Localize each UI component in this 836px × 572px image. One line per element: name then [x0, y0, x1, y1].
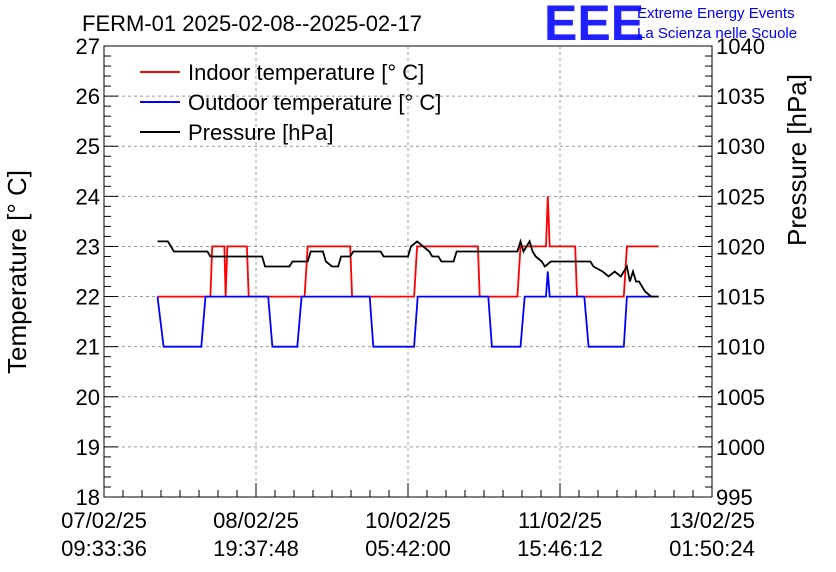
series-line-outdoor [156, 271, 659, 348]
x-tick-time: 09:33:36 [61, 536, 147, 561]
y-left-tick-label: 18 [76, 485, 100, 510]
eee-logo-mark: EEE [544, 0, 644, 51]
plot-frame [103, 45, 713, 498]
y-right-tick-label: 1015 [716, 285, 765, 310]
legend-label-pressure: Pressure [hPa] [188, 120, 334, 145]
y-right-tick-label: 1040 [716, 34, 765, 59]
series-line-pressure [157, 238, 659, 298]
y-right-tick-label: 1005 [716, 385, 765, 410]
y-left-tick-label: 20 [76, 385, 100, 410]
x-tick-date: 07/02/25 [61, 508, 147, 533]
eee-logo-line1: Extreme Energy Events [637, 5, 795, 22]
eee-logo: EEE Extreme Energy Events La Scienza nel… [544, 0, 797, 51]
chart-title: FERM-01 2025-02-08--2025-02-17 [82, 11, 422, 36]
x-tick-time: 01:50:24 [669, 536, 755, 561]
y-right-tick-label: 1030 [716, 134, 765, 159]
y-right-tick-label: 1035 [716, 84, 765, 109]
legend-label-outdoor: Outdoor temperature [° C] [188, 90, 441, 115]
y-left-tick-label: 24 [76, 184, 100, 209]
y-left-tick-label: 21 [76, 335, 100, 360]
y-left-tick-label: 26 [76, 84, 100, 109]
y-axis-right-title: Pressure [hPa] [782, 74, 812, 246]
y-right-tick-label: 995 [716, 485, 753, 510]
y-left-tick-label: 27 [76, 34, 100, 59]
x-tick-time: 19:37:48 [213, 536, 299, 561]
y-left-tick-label: 19 [76, 435, 100, 460]
x-tick-date: 13/02/25 [669, 508, 755, 533]
x-tick-date: 10/02/25 [365, 508, 451, 533]
y-left-tick-label: 25 [76, 134, 100, 159]
y-right-tick-label: 1025 [716, 184, 765, 209]
x-tick-time: 15:46:12 [517, 536, 603, 561]
y-left-tick-label: 22 [76, 285, 100, 310]
y-axis-left-title: Temperature [° C] [2, 170, 32, 374]
y-right-tick-label: 1000 [716, 435, 765, 460]
x-tick-date: 11/02/25 [518, 508, 602, 533]
eee-logo-line2: La Scienza nelle Scuole [637, 25, 797, 42]
x-tick-date: 08/02/25 [213, 508, 299, 533]
y-left-tick-label: 23 [76, 234, 100, 259]
y-right-tick-label: 1010 [716, 335, 765, 360]
series-line-indoor [157, 196, 659, 298]
legend: Indoor temperature [° C] Outdoor tempera… [140, 60, 441, 145]
legend-label-indoor: Indoor temperature [° C] [188, 60, 424, 85]
x-tick-time: 05:42:00 [365, 536, 451, 561]
series-layer [156, 196, 659, 348]
axis-layer: 18 19 20 21 22 23 24 25 26 27 995 1000 1005 1010 1015 1… [61, 34, 765, 561]
y-right-tick-label: 1020 [716, 234, 765, 259]
